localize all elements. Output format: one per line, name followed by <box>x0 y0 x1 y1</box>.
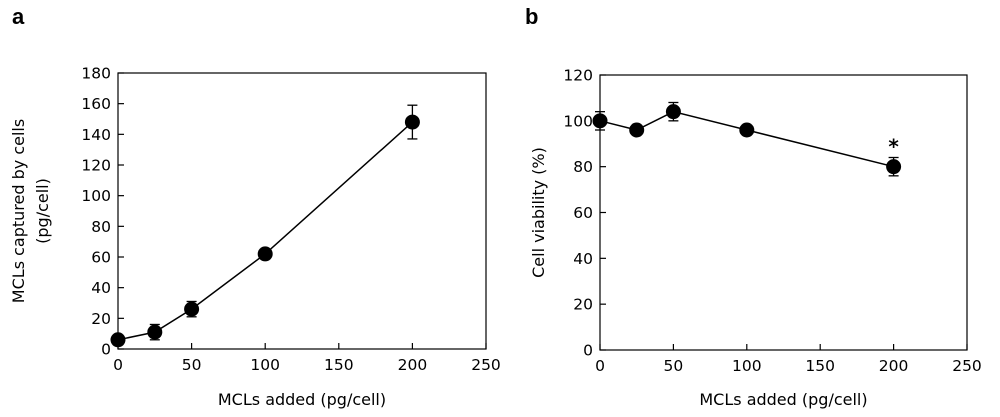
panel-b-data-point <box>739 122 755 138</box>
panel-a-plot-frame <box>117 72 487 350</box>
panel-b-ytick-label: 60 <box>573 204 593 222</box>
panel-b-ytick-label: 80 <box>573 158 593 176</box>
panel-b-letter: b <box>525 4 538 29</box>
panel-b-ytick-label: 120 <box>563 67 593 85</box>
panel-a-data-point <box>404 114 420 130</box>
panel-a-ytick-label: 20 <box>91 310 111 328</box>
panel-a-ytick-label: 100 <box>81 187 111 205</box>
panel-a-xtick-label: 200 <box>398 356 428 374</box>
panel-a-series-line <box>117 121 413 341</box>
panel-a-ytick-label: 140 <box>81 126 111 144</box>
panel-a-letter: a <box>12 4 25 29</box>
panel-b-significance-marker: * <box>888 135 899 159</box>
panel-b-xtick-label: 50 <box>664 357 684 375</box>
panel-a-ytick-label: 160 <box>81 95 111 113</box>
panel-b-ytick-label: 100 <box>563 112 593 130</box>
panel-b-x-axis-label: MCLs added (pg/cell) <box>699 390 867 409</box>
panel-b-data-point <box>629 122 645 138</box>
panel-b-series-line <box>599 110 894 168</box>
panel-a-xtick-label: 250 <box>471 356 501 374</box>
panel-b-ytick-label: 20 <box>573 296 593 314</box>
panel-a-xtick-label: 0 <box>113 356 123 374</box>
panel-a-data-point <box>184 301 200 317</box>
panel-a-xtick-label: 50 <box>182 356 202 374</box>
panel-b-y-axis-label: Cell viability (%) <box>529 147 548 278</box>
panel-b-plot-frame <box>599 74 968 351</box>
panel-a-ytick-label: 80 <box>91 218 111 236</box>
panel-b-xtick-label: 250 <box>952 357 982 375</box>
panel-a-y-axis-unit-label: (pg/cell) <box>33 178 52 244</box>
panel-a-y-axis-label: MCLs captured by cells <box>9 119 28 303</box>
panel-a-data-point <box>110 332 126 348</box>
panel-a-xtick-label: 100 <box>250 356 280 374</box>
panel-a-ytick-label: 120 <box>81 157 111 175</box>
panel-b-ytick-label: 0 <box>583 342 593 360</box>
panel-a-ytick-label: 40 <box>91 279 111 297</box>
panel-b-data-point <box>592 113 608 129</box>
panel-b-xtick-label: 200 <box>879 357 909 375</box>
panel-b-xtick-label: 0 <box>595 357 605 375</box>
panel-b-data-point <box>665 104 681 120</box>
panel-a-data-point <box>257 246 273 262</box>
panel-a-ytick-label: 0 <box>101 341 111 359</box>
panel-b-xtick-label: 100 <box>732 357 762 375</box>
panel-a-x-axis-label: MCLs added (pg/cell) <box>218 390 386 409</box>
panel-a-ytick-label: 180 <box>81 65 111 83</box>
panel-b-xtick-label: 150 <box>805 357 835 375</box>
panel-a-xtick-label: 150 <box>324 356 354 374</box>
panel-b-ytick-label: 40 <box>573 250 593 268</box>
panel-b: 0 20 40 60 80 100 120 0 50 100 150 200 250 MCLs added… <box>529 67 982 410</box>
panel-b-data-point <box>886 159 902 175</box>
panel-a-ytick-label: 60 <box>91 249 111 267</box>
panel-a-data-point <box>147 324 163 340</box>
panel-a: 0 20 40 60 80 100 120 140 160 180 0 50 100 150 200 250 M… <box>9 65 501 410</box>
